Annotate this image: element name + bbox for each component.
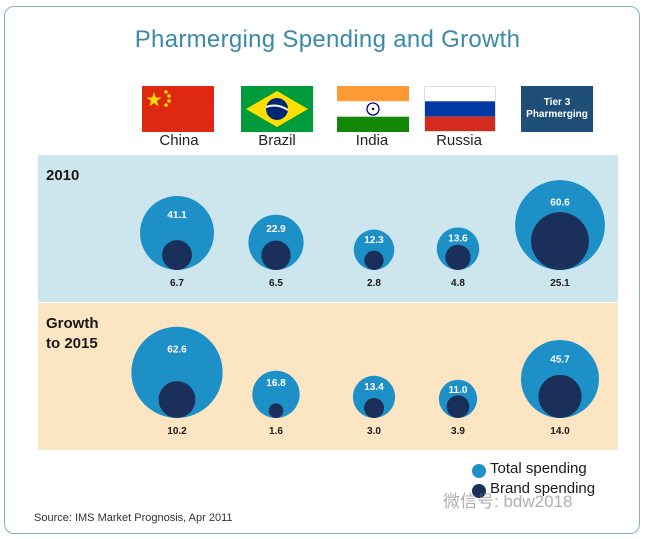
row-label-growth-line1: Growth xyxy=(46,315,99,332)
total-value-label-2010-india: 12.3 xyxy=(364,235,384,246)
total-bubble-2010-china xyxy=(140,196,214,270)
brand-bubble-growth-to-2015-russia xyxy=(446,395,470,418)
legend-brand-label: Brand spending xyxy=(490,480,596,497)
brand-bubble-2010-brazil xyxy=(261,240,291,270)
total-bubble-2010-india xyxy=(353,229,395,270)
row-label-2010: 2010 xyxy=(46,166,79,186)
brand-value-label-growth-to-2015-brazil: 1.6 xyxy=(269,426,283,437)
tier-box-line1: Tier 3 xyxy=(543,97,571,108)
tier-3-box: Tier 3 Pharmerging xyxy=(521,86,593,132)
row-label-2010-line1: 2010 xyxy=(46,167,80,184)
total-value-label-2010-china: 41.1 xyxy=(167,210,187,221)
brand-value-label-growth-to-2015-china: 10.2 xyxy=(167,426,187,437)
total-bubble-growth-to-2015-india xyxy=(352,375,396,418)
total-value-label-growth-to-2015-brazil: 16.8 xyxy=(266,378,286,389)
total-value-label-2010-tier-3-pharmerging: 60.6 xyxy=(550,198,570,209)
brand-value-label-growth-to-2015-russia: 3.9 xyxy=(451,426,465,437)
legend-total-label: Total spending xyxy=(490,460,587,477)
tier-box-line2: Pharmerging xyxy=(526,109,588,120)
total-value-label-2010-russia: 13.6 xyxy=(448,234,468,245)
total-bubble-growth-to-2015-china xyxy=(131,326,223,418)
watermark: 微信号: bdw2018 xyxy=(443,492,573,511)
legend-total-marker xyxy=(472,464,486,478)
legend-brand-marker xyxy=(472,484,486,498)
row-label-growth-line2: to 2015 xyxy=(46,335,98,352)
brand-value-label-2010-china: 6.7 xyxy=(170,278,184,289)
brand-value-label-2010-india: 2.8 xyxy=(367,278,381,289)
chart-title: Pharmerging Spending and Growth xyxy=(134,26,521,53)
brand-bubble-growth-to-2015-brazil xyxy=(268,403,284,419)
brand-value-label-2010-russia: 4.8 xyxy=(451,278,465,289)
india-flag-icon xyxy=(337,86,409,132)
source-note: Source: IMS Market Prognosis, Apr 2011 xyxy=(34,512,233,524)
brand-bubble-growth-to-2015-china xyxy=(158,381,196,418)
total-value-label-growth-to-2015-tier-3-pharmerging: 45.7 xyxy=(550,355,570,366)
brand-value-label-2010-tier-3-pharmerging: 25.1 xyxy=(550,278,570,289)
row-label-growth: Growth to 2015 xyxy=(46,314,99,354)
brand-bubble-2010-tier-3-pharmerging xyxy=(531,212,589,270)
total-bubble-growth-to-2015-brazil xyxy=(252,370,300,418)
china-flag-icon xyxy=(142,86,214,132)
brand-bubble-growth-to-2015-india xyxy=(364,398,384,418)
brand-bubble-2010-russia xyxy=(445,244,471,270)
brand-bubble-growth-to-2015-tier-3-pharmerging xyxy=(538,374,582,418)
russia-flag-icon xyxy=(424,86,496,132)
total-value-label-growth-to-2015-india: 13.4 xyxy=(364,382,384,393)
column-label-brazil: Brazil xyxy=(258,132,296,149)
brand-bubble-2010-india xyxy=(364,250,384,270)
brand-value-label-2010-brazil: 6.5 xyxy=(269,278,283,289)
column-label-russia: Russia xyxy=(436,132,482,149)
total-value-label-growth-to-2015-china: 62.6 xyxy=(167,345,187,356)
total-value-label-growth-to-2015-russia: 11.0 xyxy=(449,385,468,396)
brand-bubble-2010-china xyxy=(162,240,192,270)
brazil-flag-icon xyxy=(241,86,313,132)
column-label-india: India xyxy=(355,132,389,149)
column-label-china: China xyxy=(159,132,199,149)
total-value-label-2010-brazil: 22.9 xyxy=(266,224,286,235)
brand-value-label-growth-to-2015-tier-3-pharmerging: 14.0 xyxy=(550,426,570,437)
brand-value-label-growth-to-2015-india: 3.0 xyxy=(367,426,381,437)
